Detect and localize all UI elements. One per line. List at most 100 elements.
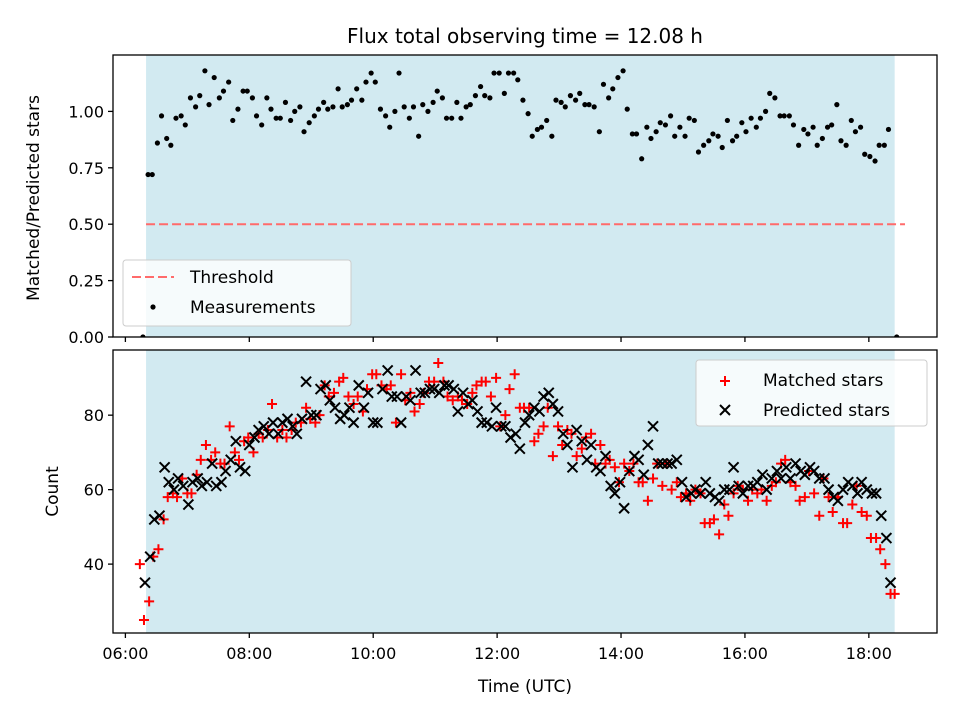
predicted-star-marker (552, 405, 564, 418)
measurement-point (525, 111, 531, 117)
axes-frame (112, 54, 938, 338)
predicted-star-marker (547, 398, 559, 410)
x-tick-label: 06:00 (102, 644, 148, 663)
predicted-star-marker (656, 457, 669, 470)
measurement-point (449, 115, 455, 121)
predicted-star-marker (647, 420, 659, 433)
measurement-point (363, 79, 369, 85)
measurement-point (885, 126, 892, 133)
y-tick-label: 1.00 (68, 102, 104, 121)
measurement-point (443, 115, 450, 121)
measurement-point (724, 117, 730, 124)
predicted-star-marker (329, 402, 341, 414)
measurement-point (624, 106, 630, 112)
predicted-star-marker (177, 480, 189, 492)
predicted-star-marker (448, 383, 460, 395)
predicted-star-marker (234, 461, 246, 474)
measurement-point (315, 106, 322, 112)
matched-star-marker (666, 484, 677, 495)
predicted-star-marker (760, 483, 773, 496)
measurement-point (406, 115, 412, 121)
matched-star-marker (809, 488, 820, 499)
matched-star-marker (467, 387, 478, 398)
measurement-point (230, 117, 236, 124)
predicted-star-marker (248, 431, 261, 444)
predicted-star-marker (576, 435, 588, 447)
measurement-point (796, 142, 802, 148)
predicted-star-marker (210, 480, 222, 492)
measurement-point (706, 138, 712, 144)
predicted-star-marker (404, 394, 417, 406)
matched-star-marker (138, 614, 149, 625)
matched-star-marker (267, 398, 278, 409)
predicted-star-marker (604, 480, 617, 492)
predicted-star-marker (215, 476, 228, 488)
matched-star-marker (396, 369, 407, 380)
measurement-point (410, 104, 417, 110)
y-axis-label: Matched/Predicted stars (24, 95, 44, 301)
legend-matched-swatch (720, 376, 730, 386)
measurement-point (396, 70, 402, 76)
predicted-star-marker (837, 483, 849, 496)
y-tick-label: 0.75 (68, 159, 104, 178)
measurement-point (297, 104, 303, 110)
matched-star-marker (576, 443, 587, 454)
predicted-star-marker (433, 387, 446, 399)
matched-star-marker (480, 376, 491, 387)
matched-star-marker (343, 391, 354, 402)
measurement-point (843, 142, 849, 148)
y-tick-label: 60 (84, 481, 104, 500)
legend-label-predicted: Predicted stars (763, 401, 890, 421)
predicted-star-marker (452, 405, 464, 418)
matched-star-marker (352, 391, 363, 402)
measurement-point (168, 142, 174, 148)
measurement-point (829, 122, 835, 128)
predicted-star-marker (148, 513, 161, 526)
y-tick-label: 40 (84, 555, 104, 574)
measurement-point (739, 120, 745, 126)
predicted-star-marker (832, 495, 844, 507)
measurement-point (149, 171, 155, 178)
measurement-point (633, 131, 640, 137)
measurement-point (325, 106, 331, 112)
predicted-star-marker (855, 476, 868, 488)
predicted-star-marker (784, 472, 797, 485)
predicted-star-marker (623, 465, 635, 477)
measurement-point (653, 129, 659, 135)
matched-star-marker (648, 473, 659, 484)
measurement-point (834, 102, 840, 108)
predicted-star-marker (594, 465, 607, 477)
measurement-point (810, 124, 816, 130)
predicted-star-marker (367, 416, 379, 429)
predicted-star-marker (272, 428, 284, 440)
predicted-star-marker (528, 402, 541, 414)
measurement-point (311, 113, 317, 119)
matched-star-marker (509, 369, 520, 380)
predicted-star-marker (201, 476, 213, 488)
measurement-point (695, 149, 702, 155)
measurement-point (206, 102, 212, 108)
y-tick-label: 0.50 (68, 215, 104, 234)
matched-star-marker (723, 510, 734, 521)
predicted-star-marker (158, 461, 171, 474)
matched-star-marker (186, 488, 197, 499)
predicted-star-marker (281, 413, 294, 425)
predicted-star-marker (561, 439, 574, 451)
matched-star-marker (708, 514, 719, 525)
measurement-point (620, 68, 626, 74)
predicted-star-marker (191, 472, 204, 485)
y-tick-label: 80 (84, 406, 104, 425)
matched-star-marker (557, 439, 568, 450)
measurement-point (401, 104, 407, 110)
matched-star-marker (871, 533, 882, 544)
predicted-star-marker (813, 472, 825, 485)
measurement-point (715, 133, 721, 139)
measurement-point (719, 144, 725, 151)
measurement-point (472, 93, 479, 99)
predicted-star-marker (884, 577, 897, 589)
legend: Matched stars Predicted stars (695, 359, 928, 427)
measurement-point (240, 88, 246, 94)
measurement-point (211, 74, 217, 81)
predicted-star-marker (409, 364, 422, 377)
predicted-star-marker (875, 509, 887, 522)
